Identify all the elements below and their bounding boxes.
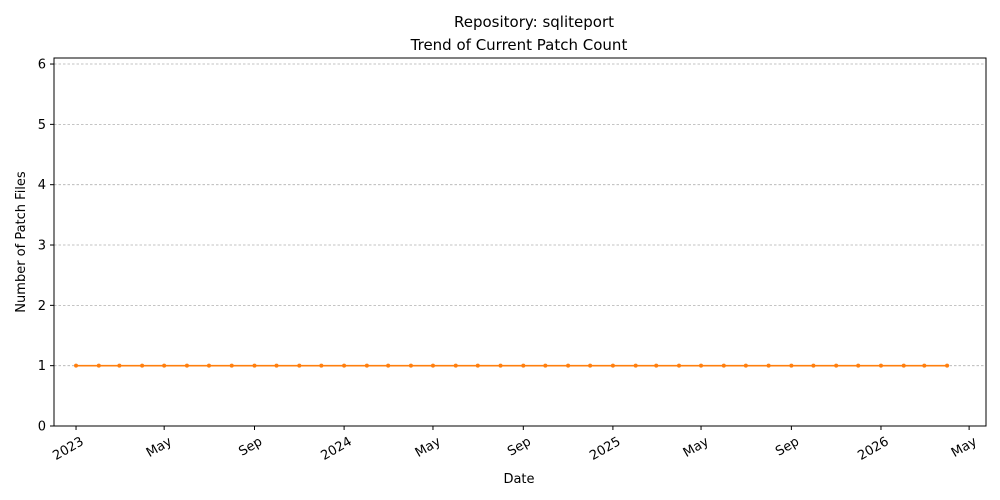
y-tick-label: 3 xyxy=(38,239,46,254)
data-point xyxy=(878,363,883,368)
data-point xyxy=(252,363,257,368)
data-point xyxy=(654,363,659,368)
data-point xyxy=(184,363,189,368)
x-tick-label: 2024 xyxy=(318,434,354,464)
data-point xyxy=(543,363,548,368)
data-point xyxy=(699,363,704,368)
data-point xyxy=(901,363,906,368)
data-point xyxy=(566,363,571,368)
data-point xyxy=(766,363,771,368)
y-gridlines xyxy=(54,63,986,427)
data-point xyxy=(206,363,211,368)
data-point xyxy=(430,363,435,368)
chart-subtitle: Trend of Current Patch Count xyxy=(410,36,628,54)
data-point xyxy=(453,363,458,368)
chart-title: Repository: sqliteport xyxy=(454,13,614,31)
data-point xyxy=(834,363,839,368)
data-point xyxy=(922,363,927,368)
data-point xyxy=(521,363,526,368)
data-point xyxy=(319,363,324,368)
y-tick-label: 6 xyxy=(38,58,46,73)
y-tick-label: 5 xyxy=(38,118,46,133)
data-point xyxy=(140,363,145,368)
data-point xyxy=(386,363,391,368)
data-point xyxy=(588,363,593,368)
x-tick-label: May xyxy=(681,434,712,461)
x-axis-label: Date xyxy=(503,472,534,487)
data-point xyxy=(610,363,615,368)
data-point xyxy=(408,363,413,368)
data-point xyxy=(721,363,726,368)
data-point xyxy=(117,363,122,368)
data-point xyxy=(297,363,302,368)
data-point xyxy=(677,363,682,368)
x-tick-label: Sep xyxy=(505,434,534,459)
data-point xyxy=(342,363,347,368)
x-tick-label: May xyxy=(413,434,444,461)
data-point xyxy=(74,363,79,368)
data-point xyxy=(498,363,503,368)
data-point xyxy=(811,363,816,368)
x-tick-label: 2026 xyxy=(855,434,891,464)
x-tick-label: May xyxy=(144,434,175,461)
data-point xyxy=(364,363,369,368)
data-point xyxy=(789,363,794,368)
data-point xyxy=(856,363,861,368)
x-tick-label: May xyxy=(949,434,980,461)
data-point xyxy=(475,363,480,368)
data-point xyxy=(96,363,101,368)
x-axis: 2023 May Sep 2024 May Sep 2025 May Sep 2026 May xyxy=(50,426,980,464)
y-tick-label: 2 xyxy=(38,299,46,314)
y-axis: 0 1 2 3 4 5 6 xyxy=(38,58,54,435)
x-tick-label: Sep xyxy=(773,434,802,459)
data-point xyxy=(162,363,167,368)
x-tick-label: 2025 xyxy=(587,434,623,464)
data-point xyxy=(274,363,279,368)
y-tick-label: 0 xyxy=(38,420,46,435)
series-layer xyxy=(74,363,950,368)
data-point xyxy=(633,363,638,368)
x-tick-label: Sep xyxy=(236,434,265,459)
plot-frame xyxy=(53,57,987,427)
y-axis-label: Number of Patch Files xyxy=(14,171,29,313)
y-tick-label: 1 xyxy=(38,359,46,374)
y-tick-label: 4 xyxy=(38,178,46,193)
data-point xyxy=(743,363,748,368)
data-point xyxy=(229,363,234,368)
x-tick-label: 2023 xyxy=(50,434,86,464)
data-point xyxy=(945,363,950,368)
